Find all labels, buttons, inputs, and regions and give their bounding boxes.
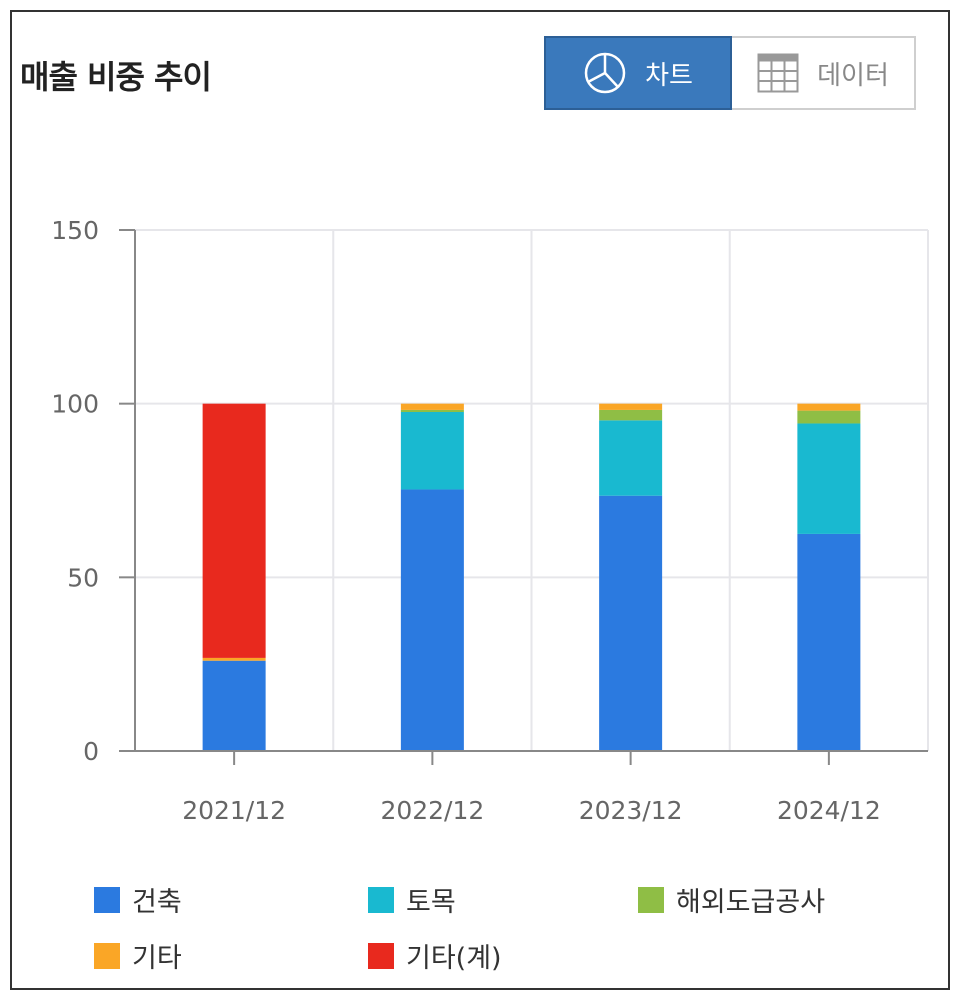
legend-item-3[interactable]: 기타 [94,936,182,975]
x-tick-label: 2023/12 [579,796,683,825]
chart-view-button[interactable]: 차트 [544,36,732,110]
chart-panel [10,10,950,990]
bar-segment [599,495,663,751]
bar-segment [400,403,464,410]
legend-swatch [368,886,394,913]
bar-segment [599,420,663,496]
y-tick-label: 0 [83,737,99,766]
bar-segment [599,409,663,421]
y-tick-label: 100 [51,390,99,419]
bar-segment [202,403,266,658]
legend-swatch [94,942,120,969]
data-view-label: 데이터 [817,60,889,91]
bar-segment [400,489,464,751]
page-title: 매출 비중 추이 [20,58,212,96]
bar-segment [797,403,861,411]
legend-item-2[interactable]: 해외도급공사 [638,880,825,919]
bar-segment [202,657,266,661]
legend-item-0[interactable]: 건축 [94,880,182,919]
bars [202,403,861,751]
legend-label: 해외도급공사 [676,887,826,918]
legend-swatch [368,942,394,969]
stacked-bar-chart: 0 50 100 150 2021/12 2022/12 2023/12 2024/12 [51,216,929,825]
legend-swatch [638,886,664,913]
bar-segment [797,533,861,751]
bar-segment [797,423,861,534]
view-toggle: 차트 데이터 [544,36,916,110]
x-tick-label: 2024/12 [777,796,881,825]
chart-view-label: 차트 [645,60,693,91]
x-tick-label: 2022/12 [380,796,484,825]
bar-segment [400,409,464,413]
y-tick-label: 150 [51,216,99,245]
legend-label: 기타 [132,943,182,974]
bar-segment [599,403,663,410]
legend-label: 기타(계) [406,943,502,974]
data-view-button[interactable]: 데이터 [732,36,916,110]
legend-item-4[interactable]: 기타(계) [368,936,502,975]
legend-item-1[interactable]: 토목 [368,880,456,919]
pie-chart-icon [584,52,626,94]
table-grid-icon [757,53,799,93]
x-tick-label: 2021/12 [182,796,286,825]
axes: 0 50 100 150 2021/12 2022/12 2023/12 2024/12 [51,216,928,825]
bar-segment [202,660,266,751]
bar-segment [797,410,861,424]
legend-label: 토목 [406,887,456,918]
y-tick-label: 50 [67,563,99,592]
legend-swatch [94,886,120,913]
legend-label: 건축 [132,887,182,918]
bar-segment [400,412,464,490]
